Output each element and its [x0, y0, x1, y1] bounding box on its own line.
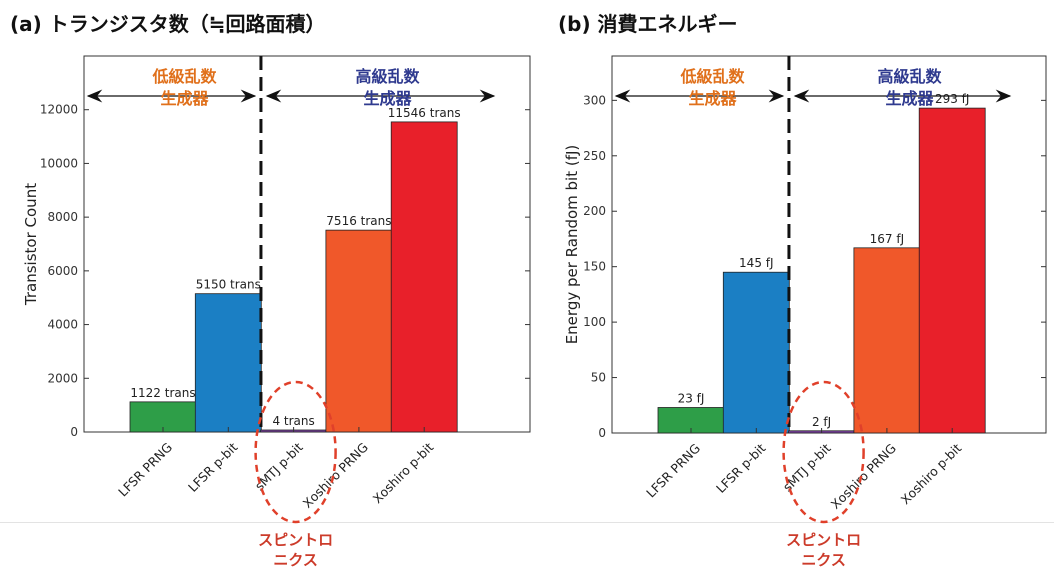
y-tick-label: 250 [583, 149, 606, 163]
bar [722, 271, 790, 434]
high-grade-label: 高級乱数 [355, 67, 420, 86]
y-tick-label: 2000 [47, 371, 78, 385]
bar-data-label: 145 fJ [739, 256, 773, 270]
bar-data-label: 7516 trans [326, 214, 391, 228]
plot-frame [83, 55, 531, 433]
x-tick-label: LFSR p-bit [713, 440, 768, 495]
y-tick-label: 6000 [47, 264, 78, 278]
y-tick-label: 150 [583, 260, 606, 274]
bar [390, 121, 458, 433]
bar [853, 247, 921, 434]
highlight-ellipse [254, 380, 337, 524]
y-tick-label: 0 [70, 425, 78, 439]
x-tick-label: sMTJ p-bit [252, 439, 306, 493]
spintronics-label: スピントロ [258, 531, 333, 549]
x-tick-label: Xoshiro p-bit [370, 439, 437, 506]
bar-data-label: 11546 trans [388, 106, 461, 120]
y-tick-label: 200 [583, 204, 606, 218]
low-grade-label: 生成器 [688, 89, 737, 108]
panel-title: (a) トランジスタ数（≒回路面積） [10, 12, 326, 36]
bar-data-label: 1122 trans [130, 386, 195, 400]
high-grade-label: 生成器 [885, 89, 934, 108]
y-tick-label: 50 [591, 371, 606, 385]
bar-data-label: 23 fJ [678, 391, 705, 405]
bar [194, 293, 262, 433]
spintronics-label: スピントロ [786, 531, 861, 549]
y-tick-label: 8000 [47, 210, 78, 224]
bar [129, 401, 197, 433]
y-axis-label: Energy per Random bit (fJ) [563, 145, 581, 345]
bar-data-label: 293 fJ [935, 92, 969, 106]
x-tick-label: LFSR p-bit [185, 439, 240, 494]
high-grade-label: 高級乱数 [877, 67, 942, 86]
y-tick-label: 0 [598, 426, 606, 440]
panel-title: (b) 消費エネルギー [558, 12, 738, 36]
x-tick-label: sMTJ p-bit [780, 440, 834, 494]
bar-data-label: 167 fJ [870, 232, 904, 246]
low-grade-label: 低級乱数 [151, 67, 217, 86]
y-tick-label: 4000 [47, 318, 78, 332]
x-tick-label: Xoshiro p-bit [898, 440, 965, 507]
highlight-ellipse [782, 380, 865, 524]
bar-data-label: 4 trans [272, 414, 314, 428]
y-tick-label: 100 [583, 315, 606, 329]
low-grade-label: 生成器 [160, 89, 209, 108]
y-tick-label: 12000 [40, 103, 78, 117]
spintronics-label: ニクス [801, 551, 846, 569]
y-tick-label: 300 [583, 93, 606, 107]
high-grade-label: 生成器 [363, 89, 412, 108]
bar-data-label: 5150 trans [196, 278, 261, 292]
x-tick-label: LFSR PRNG [643, 441, 703, 501]
bar [918, 107, 986, 434]
y-tick-label: 10000 [40, 156, 78, 170]
x-tick-label: LFSR PRNG [115, 440, 175, 500]
separator-line [0, 522, 1054, 523]
spintronics-label: ニクス [273, 551, 318, 569]
bar [325, 229, 393, 433]
bar-data-label: 2 fJ [812, 415, 831, 429]
y-axis-label: Transistor Count [22, 183, 40, 306]
low-grade-label: 低級乱数 [679, 67, 745, 86]
